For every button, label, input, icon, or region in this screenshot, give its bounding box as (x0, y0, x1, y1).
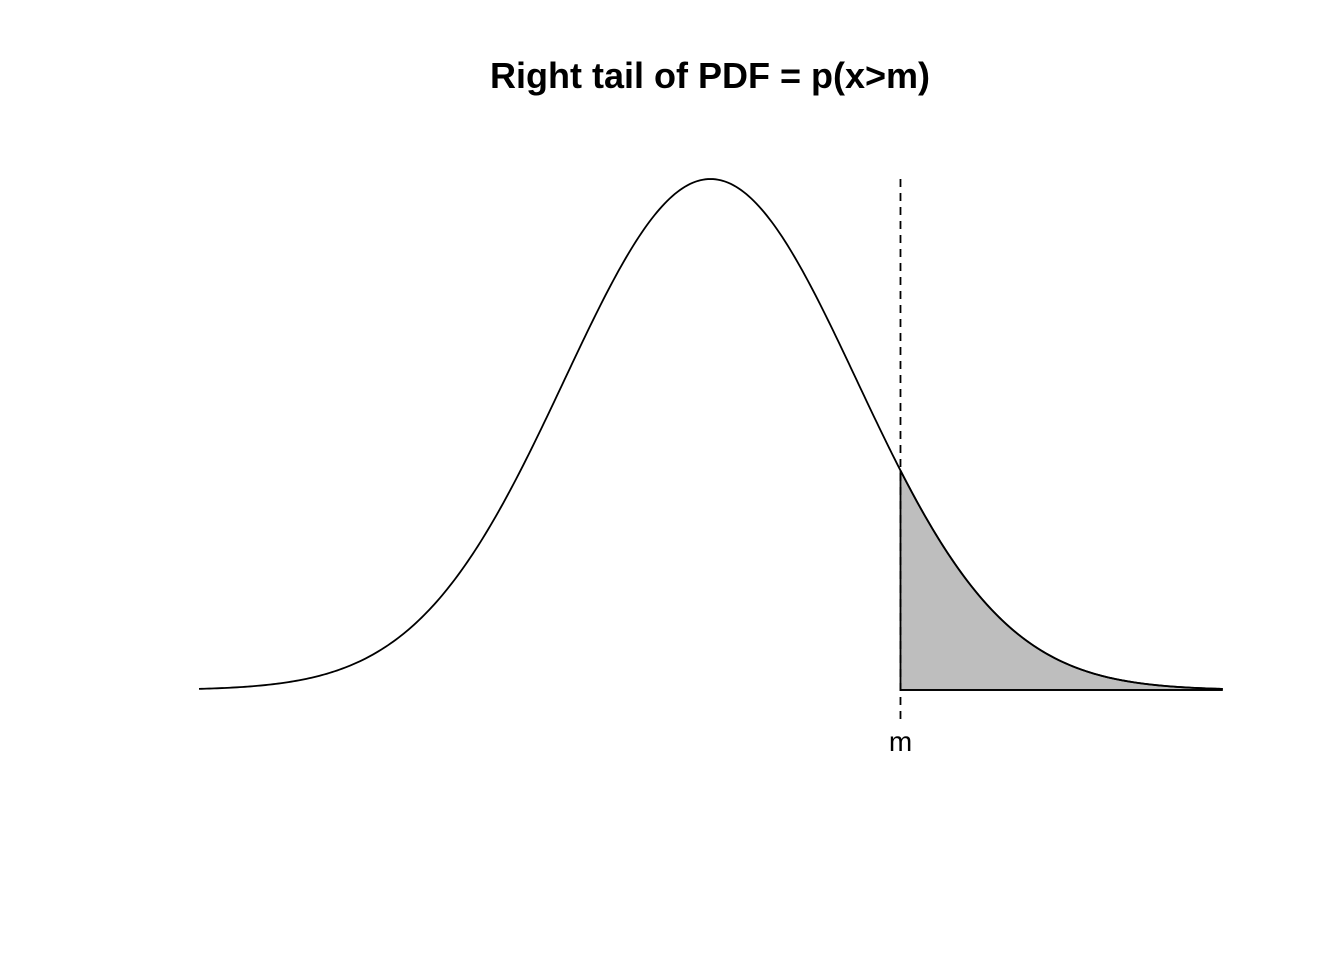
right-tail-shaded-area (899, 470, 1223, 691)
chart-title: Right tail of PDF = p(x>m) (489, 55, 930, 96)
pdf-curve (198, 178, 1223, 690)
threshold-tick-label: m (889, 726, 912, 757)
